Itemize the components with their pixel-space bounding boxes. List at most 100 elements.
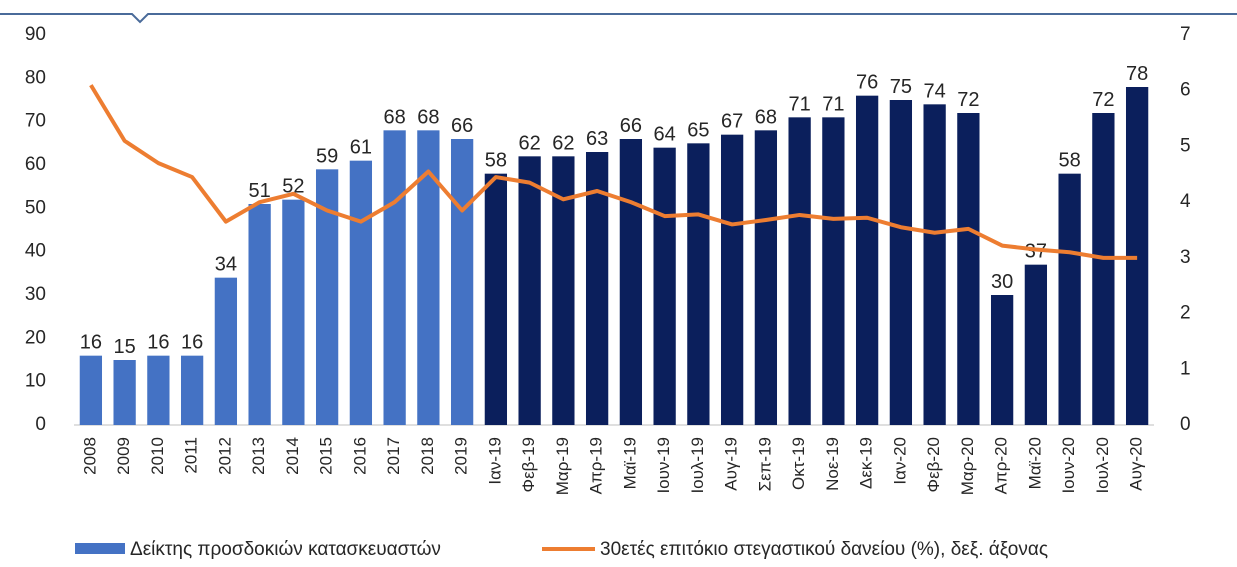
bar (484, 173, 508, 425)
x-tick-label: 2018 (418, 437, 437, 475)
legend-swatch (75, 543, 125, 554)
data-label: 37 (1025, 241, 1047, 263)
x-tick-label: 2017 (384, 437, 403, 475)
bar (214, 277, 238, 425)
bar (417, 130, 440, 426)
bar (619, 139, 643, 425)
x-tick-label: Νοε-19 (823, 437, 842, 491)
bar (79, 355, 103, 425)
bar (518, 156, 541, 426)
x-tick-label: Αυγ-20 (1127, 437, 1146, 491)
bar (282, 199, 305, 425)
data-label: 15 (114, 336, 136, 358)
y-tick-label: 80 (25, 67, 46, 88)
y2-tick-label: 0 (1180, 414, 1191, 435)
data-label: 30 (991, 271, 1013, 293)
header-rule (0, 13, 1237, 24)
legend-label: Δείκτης προσδοκιών κατασκευαστών (130, 539, 441, 560)
y-tick-label: 70 (25, 111, 46, 132)
bar (687, 143, 710, 426)
y2-tick-label: 6 (1180, 80, 1191, 101)
x-tick-label: 2008 (80, 437, 99, 475)
x-tick-label: 2015 (317, 437, 336, 475)
x-tick-label: Απρ-20 (992, 437, 1011, 494)
data-label: 16 (80, 332, 102, 354)
data-label: 62 (519, 132, 541, 154)
data-label: 68 (755, 106, 777, 128)
x-tick-label: Ιουν-20 (1059, 437, 1078, 494)
data-label: 76 (856, 72, 878, 94)
y2-tick-label: 2 (1180, 303, 1191, 324)
data-label: 72 (1092, 89, 1114, 111)
bar (248, 204, 271, 425)
x-tick-label: Μαρ-19 (553, 437, 572, 495)
y2-tick-label: 1 (1180, 358, 1191, 379)
data-label: 75 (890, 76, 912, 98)
y-tick-label: 60 (25, 154, 46, 175)
bar (585, 152, 609, 425)
bar (855, 95, 879, 426)
data-label: 16 (181, 332, 203, 354)
data-label: 61 (350, 137, 372, 159)
data-label: 68 (417, 106, 439, 128)
data-label: 51 (249, 180, 271, 202)
y-tick-label: 50 (25, 197, 46, 218)
x-tick-label: 2019 (452, 437, 471, 475)
bar (1092, 113, 1115, 425)
data-label: 67 (721, 111, 743, 133)
data-label: 58 (1059, 150, 1081, 172)
bar (113, 360, 136, 425)
data-label: 72 (957, 89, 979, 111)
y-tick-label: 20 (25, 327, 46, 348)
x-tick-label: Δεκ-19 (857, 437, 876, 489)
legend-label: 30ετές επιτόκιο στεγαστικού δανείου (%),… (600, 539, 1048, 560)
y-tick-label: 90 (25, 24, 46, 45)
y-tick-label: 10 (25, 371, 46, 392)
data-label: 71 (789, 93, 811, 115)
bar (653, 147, 676, 425)
x-tick-label: 2013 (249, 437, 268, 475)
x-tick-label: Ιαν-20 (890, 437, 909, 485)
bar (180, 355, 204, 425)
line-series (89, 84, 1138, 260)
data-label: 64 (654, 124, 676, 146)
bar (349, 160, 373, 425)
bar (383, 130, 406, 426)
x-tick-label: Φεβ-19 (519, 437, 538, 493)
bar (315, 169, 339, 425)
data-label: 58 (485, 150, 507, 172)
data-label: 66 (620, 115, 642, 137)
x-tick-label: Μαϊ-20 (1025, 437, 1044, 489)
y2-tick-label: 3 (1180, 247, 1191, 268)
x-tick-label: 2012 (215, 437, 234, 475)
data-label: 65 (687, 119, 709, 141)
x-tick-label: Ιουλ-20 (1093, 437, 1112, 494)
bar (889, 100, 913, 425)
x-tick-label: Σεπ-19 (755, 437, 774, 491)
data-label: 62 (552, 132, 574, 154)
y-tick-label: 40 (25, 241, 46, 262)
data-label: 52 (282, 176, 304, 198)
y-tick-label: 0 (35, 414, 46, 435)
bar (990, 295, 1014, 425)
y2-tick-label: 7 (1180, 24, 1191, 45)
data-label: 68 (384, 106, 406, 128)
data-label: 78 (1126, 63, 1148, 85)
x-tick-label: Μαϊ-19 (620, 437, 639, 489)
bar (147, 355, 170, 425)
x-tick-label: Μαρ-20 (958, 437, 977, 495)
x-tick-label: 2011 (182, 437, 201, 474)
data-label: 16 (147, 332, 169, 354)
bar (450, 139, 474, 425)
x-tick-label: Οκτ-19 (789, 437, 808, 490)
y-tick-label: 30 (25, 284, 46, 305)
data-label: 34 (215, 254, 237, 276)
data-label: 74 (924, 80, 946, 102)
x-tick-label: Αυγ-19 (722, 437, 741, 491)
bar (788, 117, 811, 425)
bar (923, 104, 946, 425)
x-tick-label: Φεβ-20 (924, 437, 943, 493)
data-label: 63 (586, 128, 608, 150)
x-tick-label: Ιαν-19 (485, 437, 504, 485)
